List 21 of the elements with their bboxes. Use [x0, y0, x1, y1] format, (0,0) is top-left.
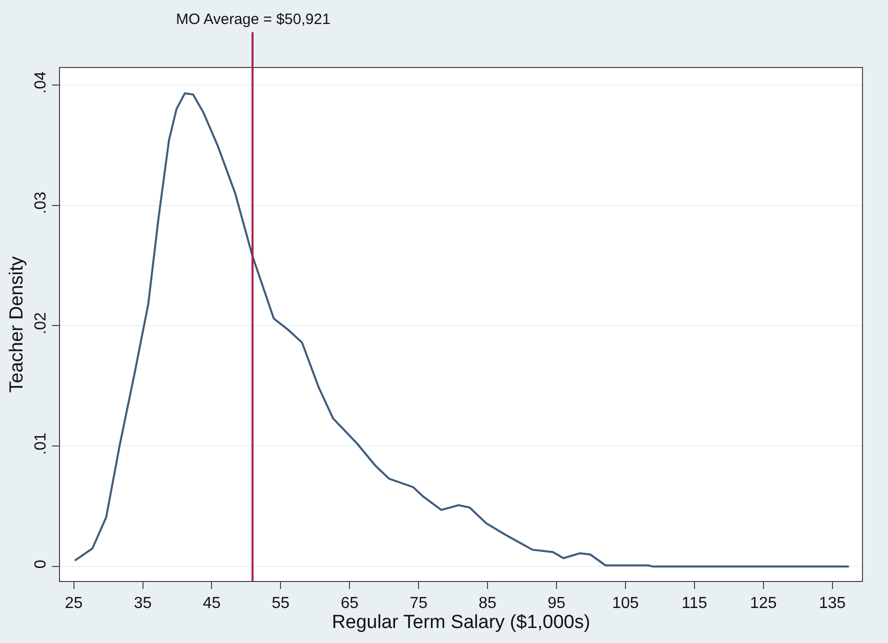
y-axis-title: Teacher Density	[6, 256, 28, 393]
x-tick-label: 125	[750, 595, 777, 612]
x-tick-label: 115	[682, 595, 708, 612]
x-tick-label: 95	[548, 595, 566, 612]
y-tick-label: .02	[32, 312, 50, 334]
y-tick-label: .01	[32, 432, 50, 455]
line-series	[74, 92, 850, 568]
x-tick-label: 85	[478, 595, 497, 612]
x-tick-label: 135	[819, 595, 846, 612]
x-axis-title: Regular Term Salary ($1,000s)	[332, 612, 590, 634]
x-tick-label: 55	[272, 595, 290, 612]
y-tick-label: 0	[32, 560, 50, 569]
x-tick-label: 45	[202, 595, 221, 612]
y-tick-label: .03	[32, 192, 50, 214]
x-tick-label: 25	[64, 595, 83, 612]
x-tick-label: 75	[410, 595, 428, 612]
x-tick-label: 65	[340, 595, 359, 612]
x-tick-label: 35	[134, 595, 152, 612]
x-tick-label: 105	[612, 595, 639, 612]
y-tick-label: .04	[32, 71, 50, 94]
ref-line-label: MO Average = $50,921	[176, 11, 330, 28]
